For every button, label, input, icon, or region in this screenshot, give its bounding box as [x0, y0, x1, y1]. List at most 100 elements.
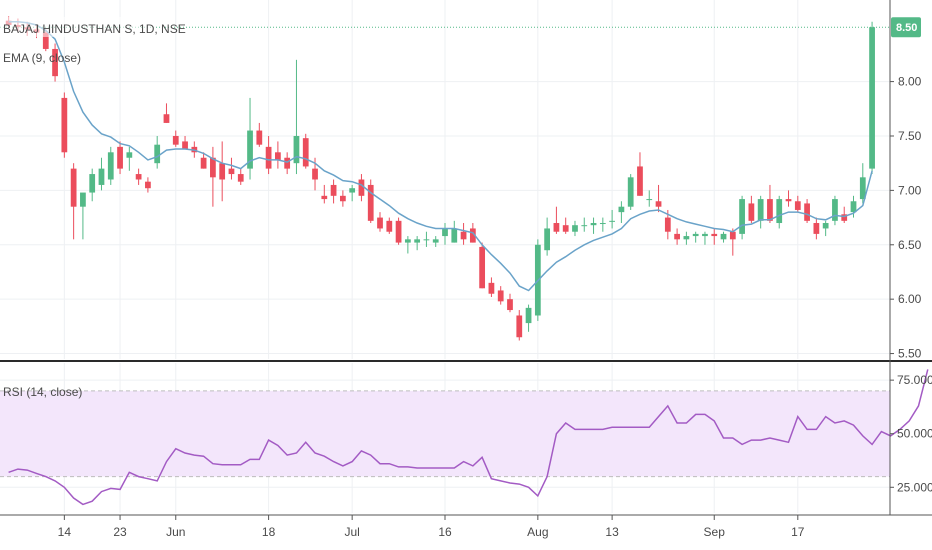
candle-body [414, 239, 421, 243]
chart-title[interactable]: BAJAJ HINDUSTHAN S, 1D, NSE [3, 22, 186, 36]
ema-legend[interactable]: EMA (9, close) [3, 51, 81, 65]
candle-body [219, 163, 226, 180]
candle-body [785, 199, 792, 202]
rsi-tick-label: 50.0000 [897, 427, 932, 441]
candle [386, 217, 393, 234]
candle-body [395, 220, 402, 243]
candle [145, 177, 151, 193]
candle [275, 141, 281, 169]
candle-body [302, 138, 309, 167]
last-price-tag-label: 8.50 [896, 22, 917, 34]
candle-body [42, 32, 49, 49]
candle [256, 122, 263, 147]
candle [330, 179, 337, 204]
candle-body [256, 130, 263, 145]
candlestick-series [5, 16, 875, 341]
time-tick-label: 18 [262, 525, 276, 539]
candle [683, 231, 690, 245]
candle [739, 195, 745, 240]
rsi-axis[interactable]: 25.0000 50.0000 75.0000 [890, 373, 932, 494]
candle [451, 220, 458, 243]
candle-body [859, 177, 866, 200]
time-tick-label: 17 [791, 525, 805, 539]
candle [572, 220, 578, 237]
candle [702, 231, 708, 245]
last-price-tag: 8.50 [891, 17, 921, 38]
candle-body [172, 135, 179, 145]
candle-body [562, 225, 569, 232]
candle-body [525, 307, 532, 324]
candle-body [702, 233, 708, 237]
candle-body [711, 233, 718, 237]
candle [358, 174, 365, 202]
candle-body [349, 188, 356, 193]
candle [126, 146, 133, 171]
candle [61, 92, 68, 158]
price-axis[interactable]: 5.50 6.00 6.50 7.00 7.50 8.00 [890, 75, 922, 361]
candle [497, 286, 504, 305]
candle-body [52, 48, 58, 77]
candle [247, 97, 253, 180]
candle [479, 242, 486, 289]
candle [757, 195, 764, 229]
candle [804, 199, 810, 224]
candle-body [850, 201, 857, 213]
candle [822, 220, 829, 237]
time-axis[interactable]: 14 23 Jun 18 Jul 16 Aug 13 Sep 17 [58, 515, 805, 539]
candle-body [757, 199, 764, 221]
price-tick-label: 6.00 [898, 292, 922, 306]
candle [488, 277, 495, 297]
candle [367, 179, 374, 224]
candle-body [61, 97, 68, 153]
candle-body [247, 130, 253, 169]
candle-body [89, 174, 96, 193]
candle-body [627, 177, 634, 207]
candle-body [739, 199, 745, 234]
candle-body [507, 299, 513, 311]
price-tick-label: 8.00 [898, 75, 922, 89]
candle [423, 231, 430, 247]
candle [516, 310, 523, 341]
candle [609, 209, 615, 229]
candle [182, 135, 188, 150]
time-tick-label: 13 [605, 525, 619, 539]
candle [395, 217, 402, 245]
candle-body [228, 168, 235, 175]
candle-body [107, 152, 114, 180]
candle-body [637, 166, 643, 196]
candle-body [126, 152, 133, 158]
candle-body [98, 168, 105, 185]
candle [590, 217, 597, 234]
candle [869, 21, 875, 175]
candle [98, 157, 105, 191]
candle-body [479, 246, 486, 289]
candle-body [80, 192, 86, 207]
candle [655, 184, 662, 213]
candle-body [386, 220, 393, 232]
candle [785, 190, 792, 207]
candle [154, 135, 161, 169]
candle-body [664, 217, 671, 232]
candle [646, 190, 653, 207]
candle-body [284, 157, 291, 169]
candle-body [618, 206, 625, 213]
candle-body [330, 184, 337, 196]
candle [729, 228, 736, 256]
candle-body [265, 146, 272, 169]
candle-body [804, 203, 810, 221]
candle-body [200, 157, 207, 169]
price-tick-label: 7.00 [898, 183, 922, 197]
candle-body [683, 236, 690, 240]
candle-body [154, 144, 161, 164]
candle [172, 130, 179, 147]
candle [637, 152, 643, 196]
candle-body [210, 157, 216, 178]
rsi-legend[interactable]: RSI (14, close) [3, 385, 82, 399]
candle [832, 195, 838, 226]
price-tick-label: 7.50 [898, 129, 922, 143]
candle [562, 217, 569, 234]
candle-body [460, 231, 467, 240]
candle [70, 163, 77, 240]
candle-body [321, 195, 328, 200]
candle [219, 141, 226, 202]
